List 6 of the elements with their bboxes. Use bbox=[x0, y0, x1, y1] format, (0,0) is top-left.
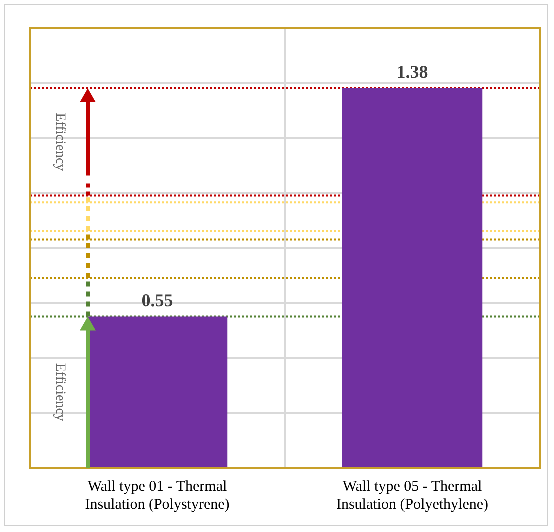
annotation: Efficiency bbox=[52, 113, 68, 172]
x-tick-label: Wall type 05 - Thermal Insulation (Polyethylene) bbox=[336, 478, 489, 513]
data-label: 0.55 bbox=[142, 290, 174, 310]
x-tick-label: Wall type 01 - Thermal Insulation (Polystyrene) bbox=[85, 478, 230, 513]
annotation: Efficiency bbox=[52, 363, 68, 422]
data-label: 1.38 bbox=[396, 62, 428, 82]
